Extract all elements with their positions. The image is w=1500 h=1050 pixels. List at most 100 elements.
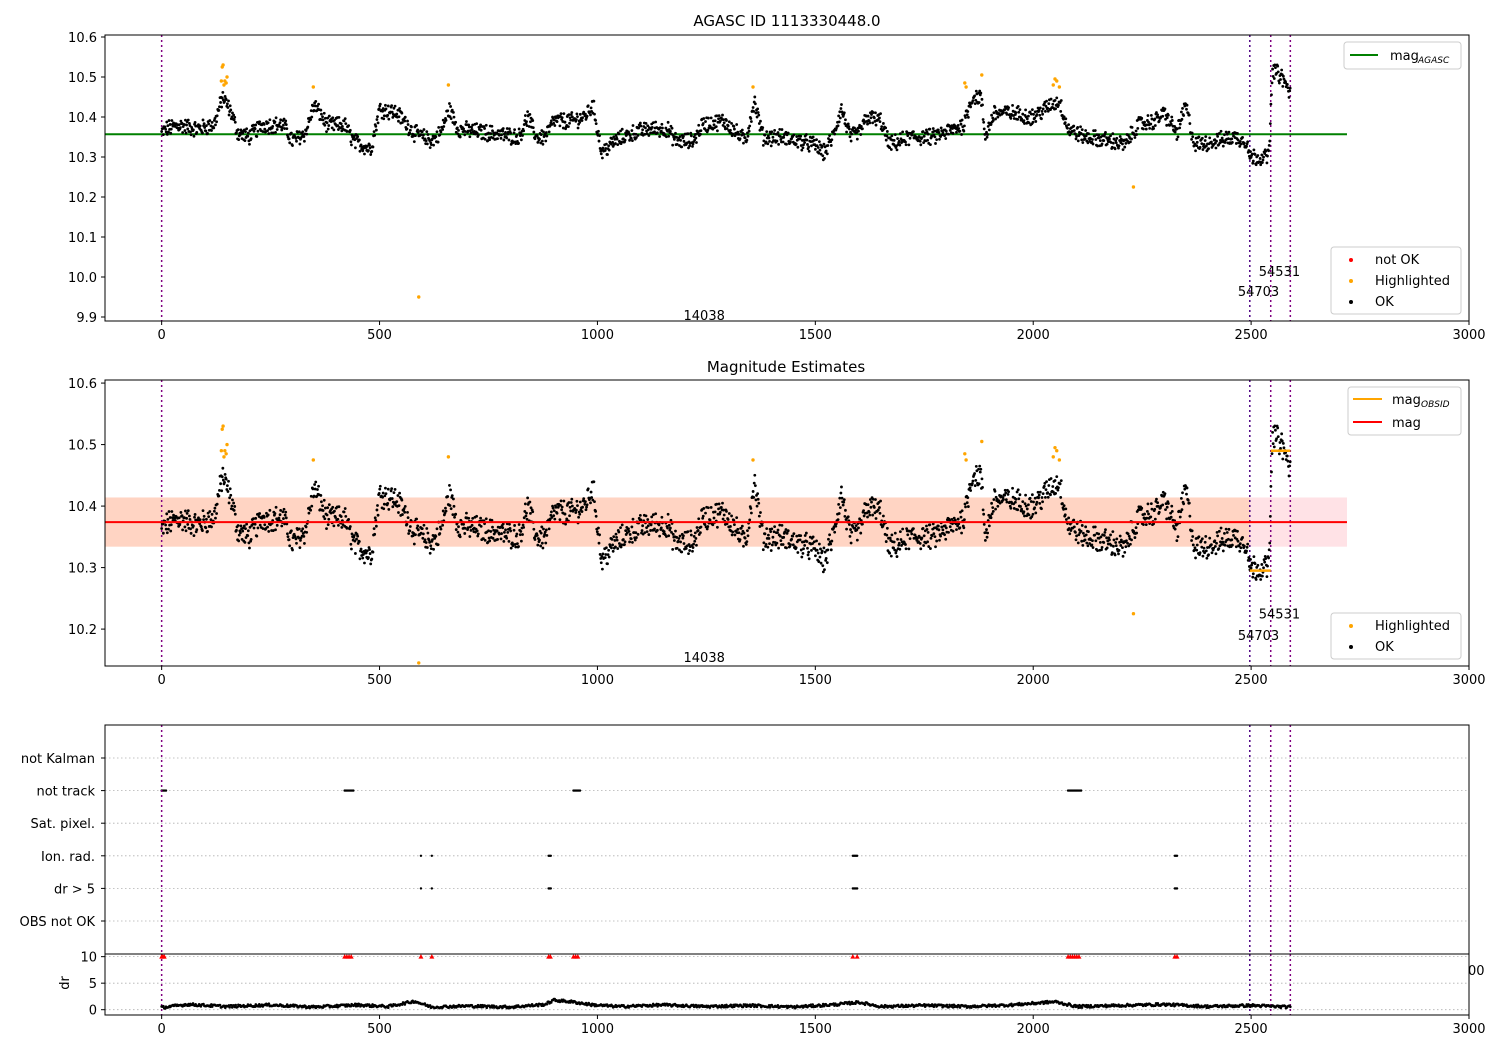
ok-point xyxy=(849,541,853,545)
dr-point xyxy=(729,1003,733,1007)
ok-point xyxy=(822,142,826,146)
ok-point xyxy=(1286,86,1290,90)
ok-point xyxy=(944,137,948,140)
ok-point xyxy=(519,138,523,142)
ok-point xyxy=(1059,109,1063,113)
ok-point xyxy=(890,533,894,537)
ok-point xyxy=(606,153,609,156)
ok-point xyxy=(1272,77,1276,80)
ok-point xyxy=(565,517,569,521)
ok-point xyxy=(1081,543,1085,547)
ok-point xyxy=(519,530,523,533)
flag-category-label: OBS not OK xyxy=(20,915,96,930)
ok-point xyxy=(375,118,379,121)
ok-point xyxy=(239,524,243,528)
ok-point xyxy=(457,129,460,132)
ok-point xyxy=(1090,543,1094,547)
ok-point xyxy=(1114,141,1118,145)
ok-point xyxy=(1153,124,1157,127)
ok-point xyxy=(210,525,213,529)
ok-point xyxy=(578,512,582,516)
y-tick-label: 10.2 xyxy=(68,191,97,206)
ok-point xyxy=(248,525,252,529)
ok-point xyxy=(874,517,878,520)
ok-point xyxy=(294,537,298,541)
ok-point xyxy=(1064,518,1068,521)
ok-point xyxy=(1191,543,1195,547)
ok-point xyxy=(540,525,544,529)
ok-point xyxy=(327,114,331,118)
ok-point xyxy=(899,538,903,541)
ok-point xyxy=(692,535,696,538)
ok-point xyxy=(1215,139,1218,143)
ok-point xyxy=(796,145,800,149)
ok-point xyxy=(454,528,458,531)
ok-point xyxy=(327,124,331,127)
ok-point xyxy=(274,131,277,134)
top-line-legend: mag AGASC xyxy=(1343,41,1462,70)
ok-point xyxy=(1079,125,1082,129)
ok-point xyxy=(1149,502,1153,506)
ok-point xyxy=(282,507,286,511)
ok-point xyxy=(966,110,970,113)
ok-point xyxy=(393,487,397,491)
ok-point xyxy=(1110,551,1114,555)
ok-point xyxy=(1128,140,1132,144)
ok-point xyxy=(778,534,782,538)
ok-point xyxy=(775,541,779,545)
ok-point xyxy=(538,137,541,141)
ok-point xyxy=(893,133,897,137)
ok-point xyxy=(601,156,604,160)
ok-point xyxy=(1236,539,1240,543)
legend-marker-ok xyxy=(1349,300,1353,304)
ok-point xyxy=(1035,113,1039,116)
ok-point xyxy=(465,120,468,123)
ok-point xyxy=(1017,497,1021,501)
ok-point xyxy=(826,548,830,552)
ok-point xyxy=(1253,153,1257,156)
ok-point xyxy=(715,114,719,118)
ok-point xyxy=(994,117,997,121)
ok-point xyxy=(598,533,601,537)
ok-point xyxy=(248,546,251,550)
ok-point xyxy=(810,548,813,552)
ok-point xyxy=(740,128,744,132)
ok-point xyxy=(742,544,745,548)
ok-point xyxy=(776,528,780,532)
ok-point xyxy=(915,537,919,540)
ok-point xyxy=(992,498,996,501)
ok-point xyxy=(1030,515,1034,519)
ok-point xyxy=(1210,551,1214,555)
ok-point xyxy=(1037,496,1041,500)
ok-point xyxy=(888,146,892,150)
ok-point xyxy=(1280,432,1284,436)
ok-point xyxy=(821,154,825,158)
ok-point xyxy=(966,115,970,119)
ok-point xyxy=(219,101,222,104)
ok-point xyxy=(842,498,846,502)
ok-point xyxy=(801,551,805,555)
dr-marks xyxy=(105,954,1469,1015)
ok-point xyxy=(937,131,941,134)
ok-point xyxy=(1198,145,1202,149)
ok-point xyxy=(1220,543,1224,546)
ok-point xyxy=(660,122,664,126)
highlighted-point xyxy=(980,73,984,77)
ok-point xyxy=(370,557,374,561)
ok-point xyxy=(169,529,173,533)
ok-point xyxy=(859,133,863,136)
ok-point xyxy=(263,523,267,527)
ok-point xyxy=(979,467,983,471)
ok-point xyxy=(408,128,412,132)
ok-point xyxy=(597,129,600,133)
ok-point xyxy=(1208,536,1212,540)
ok-point xyxy=(1066,126,1069,130)
ok-point xyxy=(733,127,736,131)
ok-point xyxy=(823,568,826,572)
ok-point xyxy=(1031,512,1035,516)
ok-point xyxy=(421,536,425,540)
ok-point xyxy=(166,124,170,128)
ok-point xyxy=(539,141,543,145)
ok-point xyxy=(1040,110,1044,113)
